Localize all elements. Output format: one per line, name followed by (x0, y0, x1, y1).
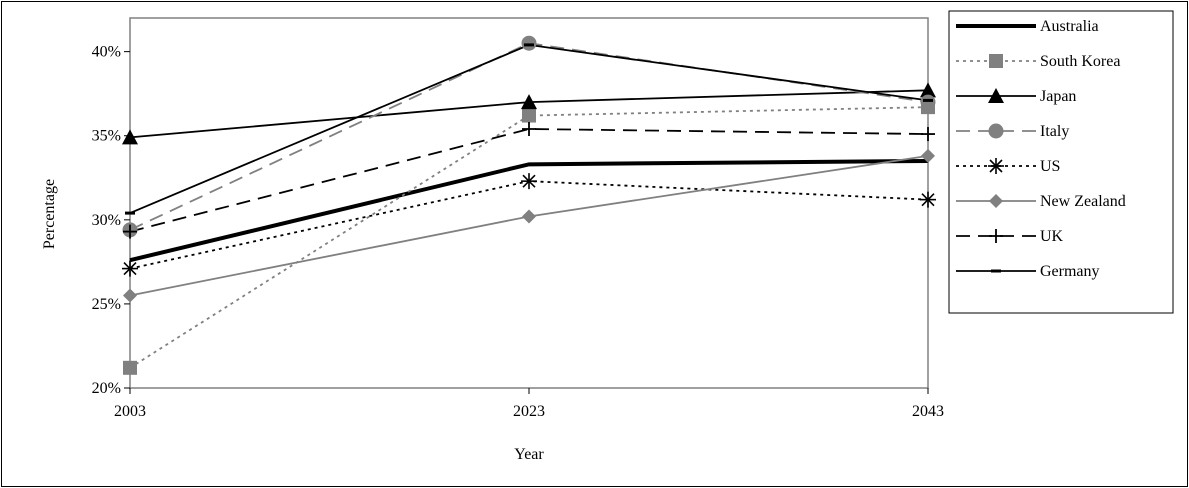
data-point-south-korea (522, 108, 536, 123)
legend-marker-us (988, 158, 1004, 174)
data-point-japan (122, 129, 138, 145)
y-tick-label: 20% (92, 380, 121, 397)
legend-marker-new-zealand (989, 194, 1003, 208)
legend: Australia South Korea Japan Italy US New Zeal… (948, 10, 1174, 314)
data-point-us (122, 260, 138, 277)
data-point-south-korea (123, 360, 137, 375)
data-point-new-zealand (522, 209, 536, 224)
y-tick-label: 40% (92, 44, 121, 61)
data-point-germany (923, 98, 933, 102)
data-point-japan (521, 94, 537, 110)
data-point-new-zealand (123, 288, 137, 303)
y-tick-label: 25% (92, 296, 121, 313)
legend-label-japan: Japan (1040, 88, 1076, 105)
legend-label-australia: Australia (1040, 18, 1099, 35)
series-line-uk (129, 128, 929, 233)
data-point-italy (920, 94, 936, 110)
legend-label-south-korea: South Korea (1040, 53, 1120, 70)
data-point-germany (524, 43, 534, 47)
x-axis-label: Year (514, 446, 544, 463)
legend-label-us: US (1040, 158, 1060, 175)
legend-label-italy: Italy (1040, 123, 1069, 140)
legend-label-new-zealand: New Zealand (1040, 193, 1126, 210)
legend-marker-italy (988, 123, 1004, 139)
series-line-australia (129, 158, 929, 263)
data-point-new-zealand (921, 148, 935, 163)
data-point-uk (123, 224, 137, 239)
data-point-uk (522, 122, 536, 136)
legend-marker-uk (989, 229, 1003, 243)
data-point-us (920, 191, 936, 208)
legend-marker-south-korea (989, 54, 1003, 68)
legend-label-uk: UK (1040, 228, 1064, 245)
legend-label-germany: Germany (1040, 263, 1100, 280)
y-tick-label: 35% (92, 128, 121, 145)
x-tick-label: 2043 (912, 403, 944, 420)
data-point-uk (921, 127, 935, 142)
y-tick-label: 30% (92, 212, 121, 229)
x-tick-label: 2023 (513, 403, 545, 420)
plot-area (129, 17, 929, 389)
legend-marker-germany (991, 269, 1001, 273)
data-point-germany (125, 211, 135, 215)
data-point-us (521, 173, 537, 190)
legend-marker-japan (988, 88, 1004, 103)
data-point-japan (920, 82, 936, 98)
y-axis-label: Percentage (41, 179, 58, 249)
x-tick-label: 2003 (114, 403, 146, 420)
data-point-italy (521, 35, 537, 51)
